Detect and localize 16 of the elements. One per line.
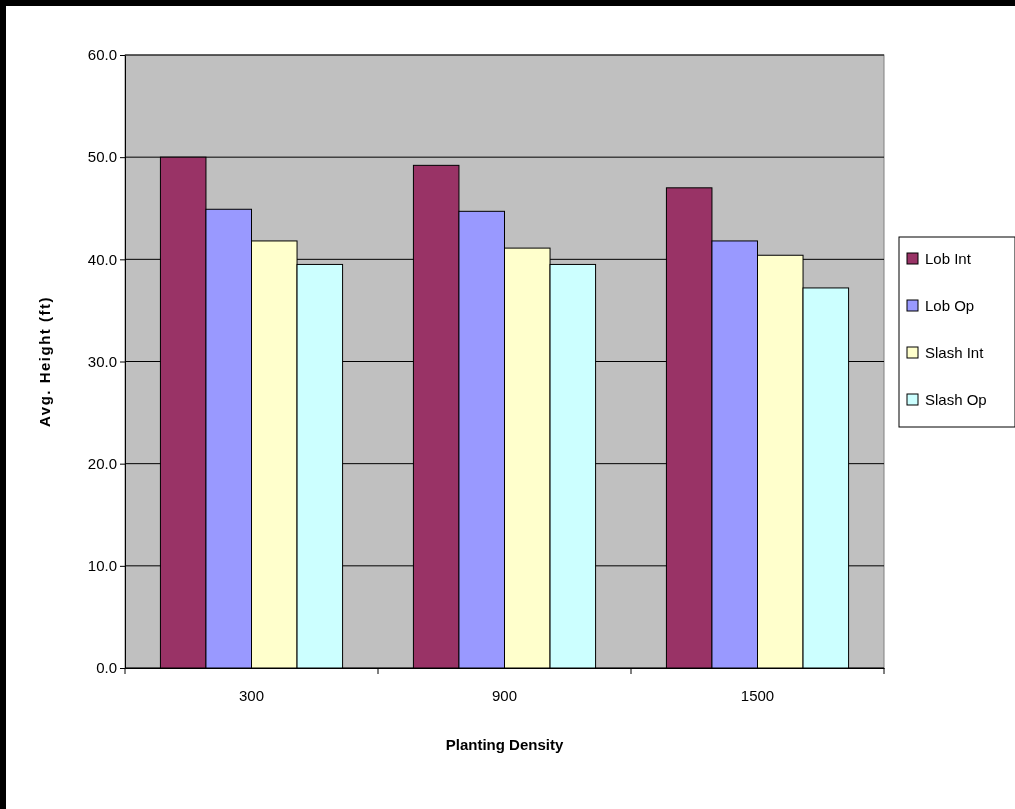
y-tick-label: 30.0 bbox=[87, 352, 117, 370]
legend-label: Slash Int bbox=[925, 344, 985, 361]
x-tick-label: 900 bbox=[491, 686, 518, 704]
legend-label: Slash Op bbox=[925, 391, 987, 408]
y-tick-label: 50.0 bbox=[87, 148, 117, 166]
y-tick-label: 40.0 bbox=[87, 250, 117, 268]
x-tick-label: 1500 bbox=[740, 686, 775, 704]
y-tick-label: 10.0 bbox=[87, 557, 117, 575]
legend-label: Lob Int bbox=[925, 250, 972, 267]
y-axis-title: Avg. Height (ft) bbox=[36, 296, 53, 427]
x-tick-label: 300 bbox=[238, 686, 265, 704]
legend-label: Lob Op bbox=[925, 297, 975, 314]
y-tick-label: 60.0 bbox=[87, 46, 117, 64]
y-tick-label: 20.0 bbox=[87, 454, 117, 472]
x-axis-title: Planting Density bbox=[445, 736, 564, 753]
y-tick-label: 0.0 bbox=[96, 659, 117, 677]
